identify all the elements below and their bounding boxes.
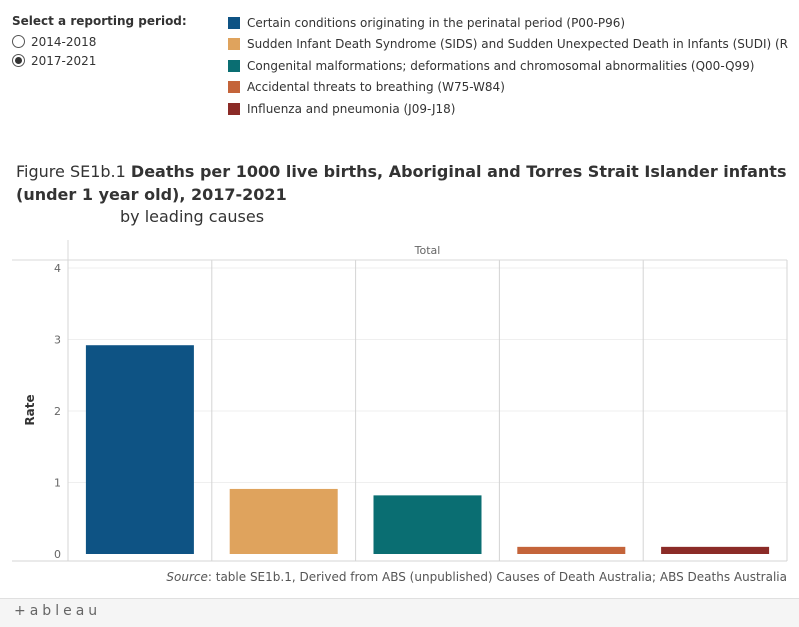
period-option-label: 2014-2018 bbox=[31, 34, 97, 49]
legend-item-perinatal[interactable]: Certain conditions originating in the pe… bbox=[228, 12, 788, 34]
legend-label: Influenza and pneumonia (J09-J18) bbox=[247, 101, 456, 116]
legend-item-congenital[interactable]: Congenital malformations; deformations a… bbox=[228, 55, 788, 77]
source-note: Source: table SE1b.1, Derived from ABS (… bbox=[166, 570, 787, 584]
y-tick-label: 4 bbox=[54, 262, 61, 275]
period-option-label: 2017-2021 bbox=[31, 53, 97, 68]
y-tick-label: 1 bbox=[54, 477, 61, 490]
legend-swatch bbox=[228, 59, 240, 72]
legend-item-sids-sudi[interactable]: Sudden Infant Death Syndrome (SIDS) and … bbox=[228, 34, 788, 56]
reporting-period-filter: Select a reporting period: 2014-2018 201… bbox=[12, 14, 212, 70]
legend-label: Sudden Infant Death Syndrome (SIDS) and … bbox=[247, 37, 788, 52]
bar[interactable] bbox=[661, 546, 770, 554]
figure-title: Figure SE1b.1 Deaths per 1000 live birth… bbox=[16, 160, 791, 206]
figure-subtitle: by leading causes bbox=[120, 207, 265, 226]
legend-item-accidental-breathing[interactable]: Accidental threats to breathing (W75-W84… bbox=[228, 77, 788, 99]
tableau-logo[interactable]: +ableau bbox=[14, 603, 102, 619]
legend-swatch bbox=[228, 16, 240, 29]
bar[interactable] bbox=[85, 345, 194, 554]
y-tick-label: 2 bbox=[54, 405, 61, 418]
legend-item-influenza-pneumonia[interactable]: Influenza and pneumonia (J09-J18) bbox=[228, 98, 788, 120]
radio-selected-icon[interactable] bbox=[12, 54, 25, 67]
legend-label: Congenital malformations; deformations a… bbox=[247, 58, 755, 73]
y-tick-label: 0 bbox=[54, 548, 61, 561]
filter-title: Select a reporting period: bbox=[12, 14, 187, 28]
legend-swatch bbox=[228, 38, 240, 51]
bar-chart: Total 0 1 2 3 4 Rate bbox=[12, 240, 788, 562]
y-tick-label: 3 bbox=[54, 334, 61, 347]
legend-swatch bbox=[228, 102, 240, 115]
radio-icon[interactable] bbox=[12, 35, 25, 48]
figure-number: Figure SE1b.1 bbox=[16, 162, 126, 181]
legend-label: Certain conditions originating in the pe… bbox=[247, 15, 626, 30]
tableau-footer bbox=[0, 598, 799, 627]
bar[interactable] bbox=[517, 546, 626, 554]
source-text: : table SE1b.1, Derived from ABS (unpubl… bbox=[207, 570, 787, 584]
bar[interactable] bbox=[373, 495, 482, 554]
legend-swatch bbox=[228, 81, 240, 94]
source-label: Source bbox=[166, 570, 208, 584]
bar[interactable] bbox=[229, 488, 338, 554]
period-option-2017-2021[interactable]: 2017-2021 bbox=[12, 51, 212, 70]
legend: Certain conditions originating in the pe… bbox=[228, 12, 788, 120]
panel-header-label: Total bbox=[414, 244, 441, 257]
y-axis-label: Rate bbox=[23, 394, 37, 425]
period-option-2014-2018[interactable]: 2014-2018 bbox=[12, 32, 212, 51]
figure-main-title: Deaths per 1000 live births, Aboriginal … bbox=[16, 162, 787, 204]
legend-label: Accidental threats to breathing (W75-W84… bbox=[247, 80, 505, 95]
